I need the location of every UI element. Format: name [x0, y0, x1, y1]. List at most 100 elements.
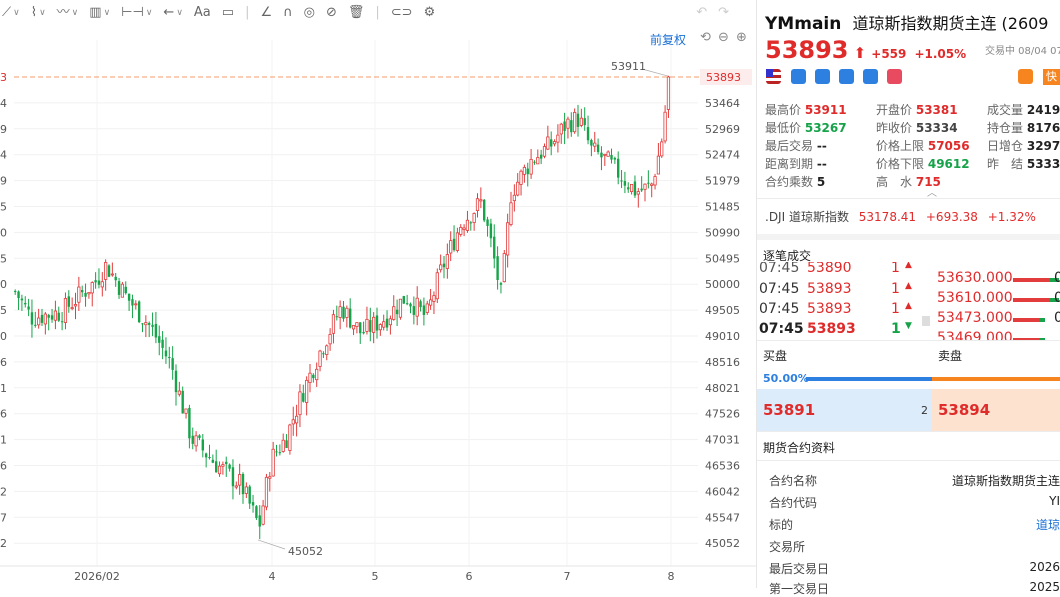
compare-icon[interactable]: ⊂⊃ [390, 5, 413, 20]
x-tick-label: 6 [466, 570, 473, 583]
range-tool-icon[interactable]: ⊢⊣ ∨ [121, 5, 153, 20]
candle-body [171, 358, 174, 370]
y-tick-label: 45052 [705, 537, 740, 550]
candle-body [198, 435, 201, 438]
bid-cell[interactable]: 53891 2 [757, 389, 932, 431]
wave-tool-icon[interactable]: 〰 ∨ [56, 5, 79, 20]
bookmark-icon[interactable] [863, 69, 878, 84]
stat-label: 价格下限 [876, 157, 925, 171]
y-tick-label: 53464 [705, 97, 740, 110]
text-tool-button[interactable]: Aa [193, 5, 211, 20]
candle-body [221, 464, 225, 467]
y-tick-label: 50495 [705, 252, 740, 265]
candle-body [479, 199, 483, 202]
contract-label: 第一交易日 [769, 582, 830, 596]
collapse-chevron-icon[interactable]: ︿ [927, 188, 937, 199]
contract-label: 交易所 [769, 540, 806, 554]
candle-body [409, 303, 412, 307]
stat-multiplier: 5 [816, 175, 826, 189]
candle-body [586, 127, 590, 141]
stat-open: 53381 [915, 103, 958, 117]
candle-body [405, 303, 409, 305]
candle-body [372, 316, 376, 333]
quote-header: YMmain 道琼斯指数期货主连 (2609 [765, 10, 1049, 34]
candle-body [27, 306, 30, 310]
sell-ratio-bar [932, 377, 1060, 381]
low-leader-line [257, 539, 286, 550]
settings-gear-icon[interactable]: ⚙ [423, 5, 436, 20]
candle-body [124, 286, 127, 294]
candle-body [241, 474, 245, 495]
candle-body [428, 299, 433, 306]
y-tick-label: 50990 [705, 226, 740, 239]
zoom-in-icon[interactable]: ⊕ [736, 30, 747, 45]
candle-body [114, 276, 117, 281]
redo-icon[interactable]: ↷ [718, 5, 730, 20]
left-clip-tick: 7 [0, 511, 7, 524]
restore-adjust-button[interactable]: 前复权 [650, 33, 687, 47]
candle-body [70, 307, 74, 310]
candle-body [285, 440, 288, 448]
zoom-out-icon[interactable]: ⊖ [718, 30, 729, 45]
candle-body [331, 314, 336, 334]
line-tool-icon[interactable]: ⟋ ∨ [2, 5, 20, 20]
scroll-handle[interactable] [922, 316, 930, 326]
candle-body [472, 213, 476, 223]
dji-row[interactable]: .DJI 道琼斯指数 53178.41 +693.38 +1.32% [765, 208, 1036, 225]
reset-icon[interactable]: ⟲ [700, 30, 711, 45]
candle-body [600, 152, 603, 158]
ask-cell[interactable]: 53894 [932, 389, 1060, 431]
lock-drawing-icon[interactable]: ◎ [303, 5, 315, 20]
candle-body [67, 296, 70, 307]
polyline-tool-icon[interactable]: ⌇ ∨ [30, 5, 46, 20]
hide-drawing-icon[interactable]: ⊘ [325, 5, 337, 20]
trading-status: 交易中 08/04 07 [985, 46, 1060, 57]
candle-body [563, 121, 566, 131]
y-tick-label: 47526 [705, 408, 740, 421]
angle-tool-icon[interactable]: ∠ [260, 5, 273, 20]
stat-label: 最高价 [765, 103, 802, 117]
candle-body [53, 310, 58, 321]
stat-label: 持仓量 [987, 121, 1024, 135]
trades-list[interactable]: 07:45 53890 1 ▲ 07:45 53893 1 ▲ 07:45 53893 1 ▲ 0… [757, 262, 1060, 340]
drawing-toolbar: ⟋ ∨ ⌇ ∨ 〰 ∨ ▥ ∨ ⊢⊣ ∨ ← ∨ Aa ▭ | ∠ ∩ ◎ ⊘ 🗑 | ⊂⊃… [0, 0, 756, 26]
price-change: +559 [871, 47, 907, 61]
trade-row: 07:45 53893 1 ▲ [759, 281, 912, 297]
favorite-heart-icon[interactable] [887, 69, 902, 84]
y-tick-label: 46536 [705, 460, 740, 473]
magnet-tool-icon[interactable]: ∩ [283, 5, 293, 20]
y-tick-label: 49505 [705, 304, 740, 317]
candle-body [161, 339, 164, 348]
contract-value: 道琼斯指数期货主连 [951, 474, 1060, 488]
candle-body [24, 302, 27, 305]
candle-body [84, 292, 87, 297]
candle-body [204, 453, 208, 458]
hierarchy-icon[interactable] [815, 69, 830, 84]
fib-tool-icon[interactable]: ▥ ∨ [89, 5, 111, 20]
undo-icon[interactable]: ↶ [696, 5, 708, 20]
us-flag-icon [766, 69, 781, 84]
trend-icon[interactable] [791, 69, 806, 84]
tag-icon[interactable] [839, 69, 854, 84]
candle-body [412, 306, 416, 315]
y-tick-label: 50000 [705, 278, 740, 291]
contract-value-link[interactable]: 道琼 [1035, 518, 1060, 532]
candle-body [94, 280, 97, 283]
candle-body [462, 227, 466, 230]
stat-expiry: -- [816, 157, 827, 171]
left-clip-tick: 0 [0, 278, 7, 291]
candlestick-chart[interactable]: 53893 3 53911 45052 53464529695247451979… [0, 26, 756, 588]
trash-icon[interactable]: 🗑 [347, 5, 365, 20]
y-tick-label: 47031 [705, 434, 740, 447]
quick-trade-button[interactable]: 快 [1043, 69, 1060, 85]
alert-bell-icon[interactable] [1018, 69, 1033, 84]
candle-body [663, 111, 667, 142]
candle-body [613, 157, 617, 160]
comment-tool-icon[interactable]: ▭ [221, 5, 235, 20]
candle-body [318, 350, 322, 367]
arrow-tool-icon[interactable]: ← ∨ [163, 5, 183, 20]
candle-body [30, 312, 34, 325]
left-clip-tick: 4 [0, 97, 7, 110]
candle-body [134, 303, 138, 306]
y-tick-label: 48516 [705, 356, 740, 369]
